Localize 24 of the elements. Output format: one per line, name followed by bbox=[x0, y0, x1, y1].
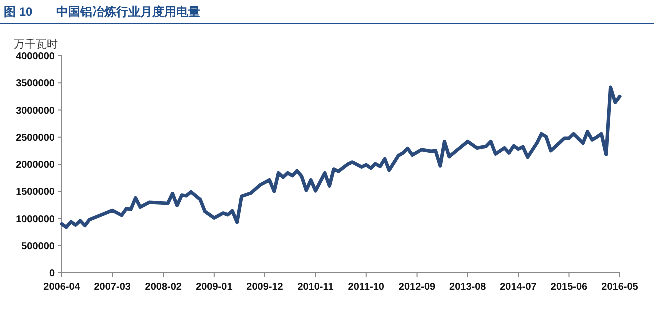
x-tick-label: 2007-03 bbox=[94, 282, 132, 293]
line-series bbox=[60, 86, 622, 230]
y-tick-label: 2500000 bbox=[16, 132, 56, 144]
y-tick-label: 1000000 bbox=[16, 214, 56, 226]
y-tick-label: 0 bbox=[49, 268, 56, 280]
x-tick-label: 2006-04 bbox=[44, 282, 81, 293]
x-tick-label: 2008-02 bbox=[145, 282, 182, 293]
x-tick-label: 2013-08 bbox=[450, 282, 487, 293]
x-tick-label: 2010-11 bbox=[298, 282, 334, 293]
chart-title: 图 10 中国铝冶炼行业月度用电量 bbox=[4, 5, 201, 19]
x-tick-label: 2012-09 bbox=[398, 282, 436, 293]
y-tick-label: 1500000 bbox=[16, 187, 56, 198]
x-tick-label: 2014-07 bbox=[500, 282, 538, 293]
x-tick-label: 2016-05 bbox=[602, 282, 639, 293]
y-tick-label: 500000 bbox=[22, 241, 56, 252]
y-tick-label: 3000000 bbox=[16, 106, 56, 117]
x-tick-label: 2009-01 bbox=[196, 282, 234, 293]
y-tick-label: 3500000 bbox=[16, 78, 56, 90]
y-tick-label: 4000000 bbox=[16, 52, 56, 62]
y-tick-label: 2000000 bbox=[16, 160, 56, 171]
y-axis-title: 万千瓦时 bbox=[14, 38, 58, 51]
x-tick-label: 2009-12 bbox=[246, 282, 284, 293]
x-tick-label: 2011-10 bbox=[348, 282, 385, 293]
x-tick-label: 2015-06 bbox=[550, 282, 588, 293]
